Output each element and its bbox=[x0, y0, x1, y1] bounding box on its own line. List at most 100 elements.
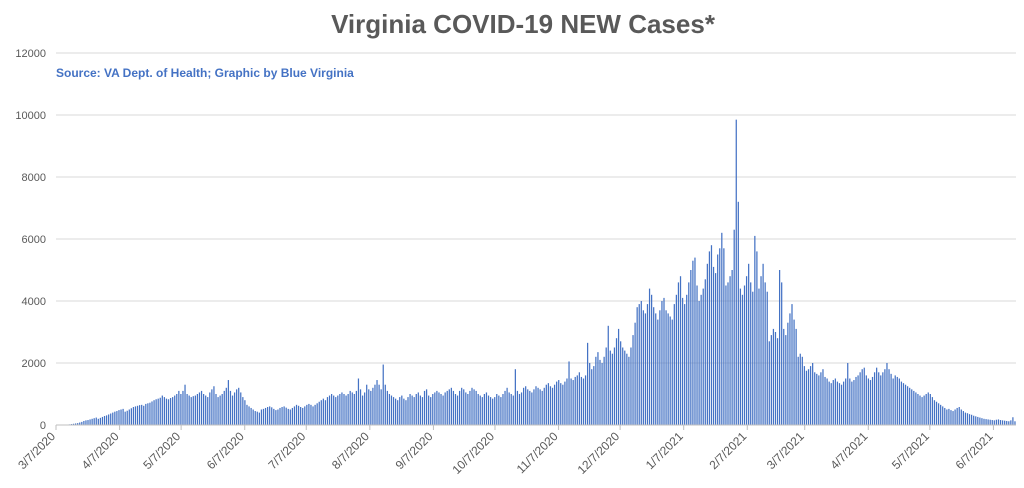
bar bbox=[448, 389, 450, 425]
bar bbox=[673, 304, 675, 425]
bar bbox=[995, 419, 998, 425]
bar bbox=[655, 313, 657, 425]
bar bbox=[973, 415, 975, 425]
bar bbox=[132, 407, 135, 425]
bar bbox=[225, 387, 227, 425]
bar bbox=[149, 402, 151, 425]
bar bbox=[871, 376, 874, 425]
bar bbox=[520, 392, 523, 425]
bar bbox=[522, 387, 525, 425]
bar bbox=[822, 369, 824, 425]
bar bbox=[103, 416, 106, 425]
bar bbox=[291, 407, 294, 425]
bar bbox=[481, 397, 483, 425]
bar bbox=[529, 390, 531, 425]
bar bbox=[207, 397, 209, 425]
bar bbox=[743, 285, 746, 425]
y-axis-ticks: 0 2000 4000 6000 8000 10000 12000 bbox=[15, 48, 46, 432]
bar bbox=[830, 383, 832, 425]
bar bbox=[514, 369, 516, 425]
bar bbox=[110, 413, 112, 425]
bar bbox=[849, 378, 851, 425]
bar bbox=[884, 369, 886, 425]
bar bbox=[667, 313, 669, 425]
bar bbox=[838, 383, 841, 425]
bar bbox=[832, 380, 834, 425]
bar bbox=[254, 411, 256, 425]
bar bbox=[714, 273, 717, 425]
bar bbox=[880, 375, 882, 425]
bar bbox=[252, 409, 254, 425]
bar bbox=[659, 310, 661, 425]
bar bbox=[859, 372, 861, 425]
bar bbox=[599, 359, 601, 425]
bar bbox=[861, 369, 863, 425]
y-tick-label: 0 bbox=[40, 420, 46, 432]
bar bbox=[337, 395, 339, 425]
bar bbox=[473, 389, 475, 425]
source-note: Source: VA Dept. of Health; Graphic by B… bbox=[56, 66, 354, 80]
bar bbox=[392, 397, 395, 425]
y-tick-label: 6000 bbox=[22, 234, 46, 246]
bar bbox=[516, 390, 519, 425]
bar bbox=[774, 332, 777, 425]
bar bbox=[432, 394, 434, 425]
bar bbox=[233, 392, 236, 425]
bar bbox=[778, 270, 781, 425]
bar bbox=[964, 412, 967, 425]
bar bbox=[768, 341, 770, 425]
bar bbox=[818, 375, 820, 425]
bar bbox=[566, 378, 568, 425]
bar bbox=[157, 398, 159, 425]
bar bbox=[285, 407, 287, 425]
bar bbox=[630, 347, 632, 425]
bar bbox=[77, 423, 79, 425]
bar bbox=[79, 422, 81, 425]
bar bbox=[101, 416, 104, 425]
bar bbox=[196, 394, 199, 425]
bar bbox=[898, 378, 900, 425]
bar bbox=[502, 394, 504, 425]
bar bbox=[696, 285, 698, 425]
bar bbox=[361, 395, 364, 425]
bar bbox=[863, 367, 865, 425]
bar bbox=[764, 282, 766, 425]
bar bbox=[925, 394, 927, 425]
bar bbox=[876, 367, 878, 425]
bar bbox=[1004, 420, 1006, 425]
bar bbox=[339, 394, 341, 425]
bar bbox=[958, 407, 960, 425]
bar bbox=[873, 372, 876, 425]
bar bbox=[572, 380, 574, 425]
bar bbox=[762, 263, 764, 425]
bar bbox=[359, 389, 362, 425]
bar bbox=[727, 282, 729, 425]
bar bbox=[500, 397, 502, 425]
bar bbox=[814, 372, 816, 425]
bar bbox=[202, 394, 205, 425]
bar bbox=[741, 294, 744, 425]
bar bbox=[556, 381, 558, 425]
bar bbox=[987, 419, 989, 425]
bar bbox=[582, 378, 585, 425]
bar bbox=[211, 389, 213, 425]
bar bbox=[167, 399, 170, 425]
bar bbox=[174, 395, 176, 425]
bar bbox=[698, 301, 700, 425]
bar bbox=[640, 301, 642, 425]
bar bbox=[626, 353, 628, 425]
bar bbox=[723, 248, 725, 425]
bar bbox=[341, 392, 343, 425]
bar bbox=[388, 394, 391, 425]
bar bbox=[461, 387, 463, 425]
bar-series bbox=[56, 119, 1016, 426]
bar bbox=[368, 389, 370, 425]
bar bbox=[320, 400, 322, 425]
bar bbox=[364, 392, 366, 425]
bar bbox=[909, 387, 911, 425]
bar bbox=[809, 366, 812, 425]
bar bbox=[609, 350, 611, 425]
bar bbox=[927, 392, 929, 425]
bar bbox=[642, 310, 644, 425]
